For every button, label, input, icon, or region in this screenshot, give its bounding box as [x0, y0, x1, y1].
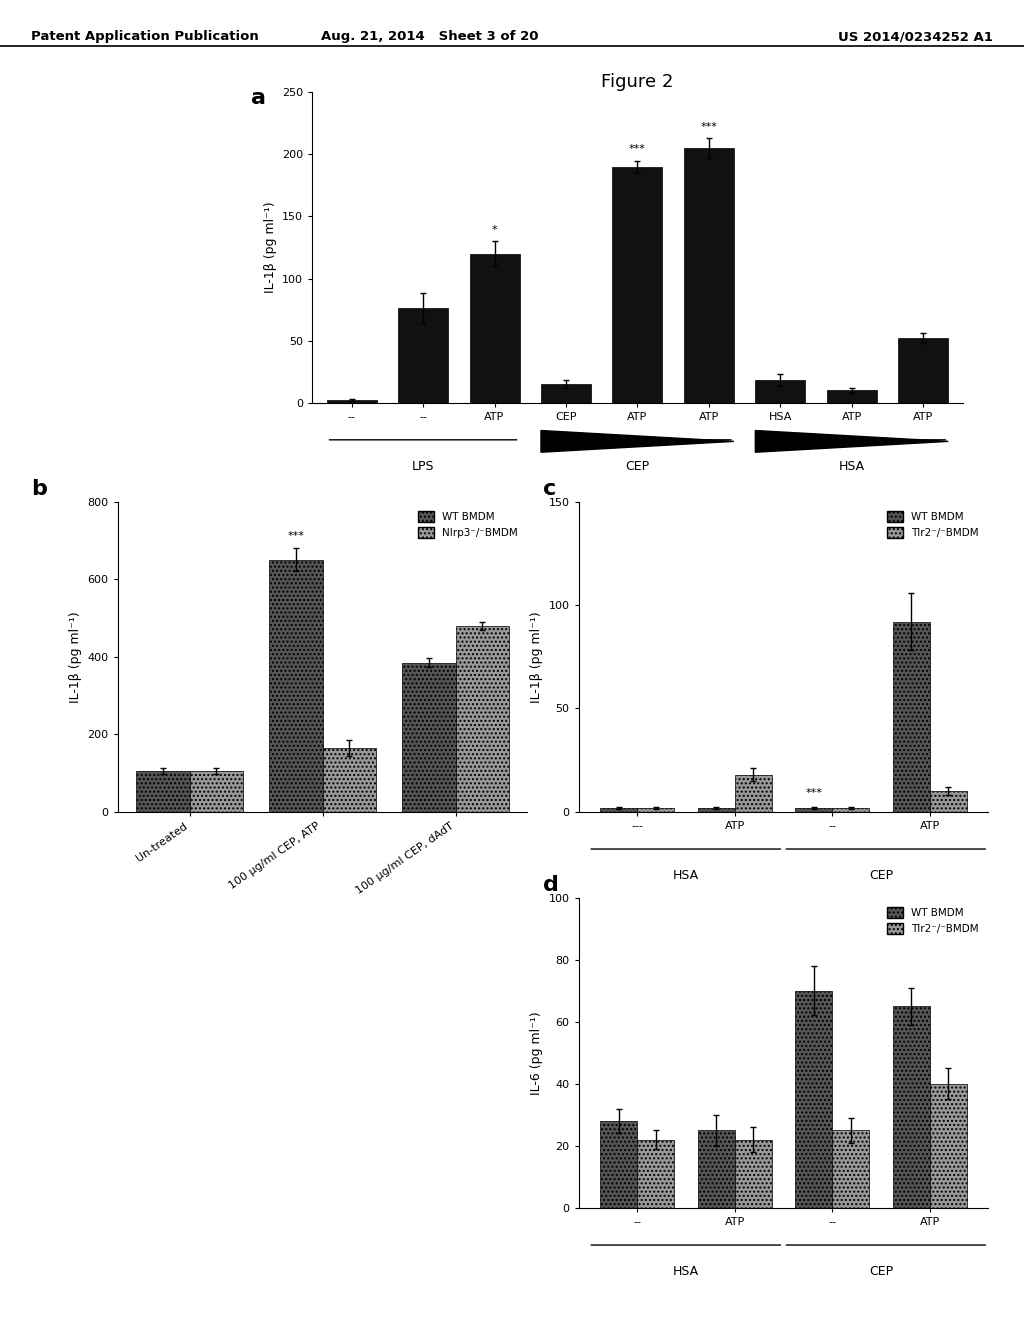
Bar	[637, 808, 674, 812]
Bar	[826, 391, 877, 403]
Text: ***: ***	[288, 531, 304, 541]
Text: d: d	[543, 875, 559, 895]
Y-axis label: IL-1β (pg ml⁻¹): IL-1β (pg ml⁻¹)	[263, 202, 276, 293]
Polygon shape	[541, 430, 734, 453]
Bar	[612, 166, 663, 403]
Bar	[470, 253, 519, 403]
Bar	[697, 808, 734, 812]
Text: CEP: CEP	[626, 459, 649, 473]
Text: *: *	[492, 226, 498, 235]
Text: ***: ***	[805, 788, 822, 799]
Bar	[136, 771, 189, 812]
Bar	[795, 808, 833, 812]
Legend: WT BMDM, Nlrp3⁻/⁻BMDM: WT BMDM, Nlrp3⁻/⁻BMDM	[414, 507, 522, 543]
Legend: WT BMDM, Tlr2⁻/⁻BMDM: WT BMDM, Tlr2⁻/⁻BMDM	[883, 507, 983, 543]
Text: HSA: HSA	[839, 459, 865, 473]
Bar	[795, 990, 833, 1208]
Text: LPS: LPS	[412, 459, 434, 473]
Text: c: c	[543, 479, 556, 499]
Text: HSA: HSA	[673, 869, 699, 882]
Bar	[930, 1084, 967, 1208]
Y-axis label: IL-1β (pg ml⁻¹): IL-1β (pg ml⁻¹)	[69, 611, 82, 702]
Bar	[684, 148, 734, 403]
Text: a: a	[251, 88, 266, 108]
Title: Figure 2: Figure 2	[601, 73, 674, 91]
Bar	[456, 626, 509, 812]
Text: ***: ***	[629, 144, 646, 154]
Bar	[189, 771, 243, 812]
Text: Aug. 21, 2014   Sheet 3 of 20: Aug. 21, 2014 Sheet 3 of 20	[322, 30, 539, 44]
Text: Patent Application Publication: Patent Application Publication	[31, 30, 258, 44]
Bar	[269, 560, 323, 812]
Bar	[637, 1139, 674, 1208]
Bar	[734, 775, 772, 812]
Bar	[398, 309, 449, 403]
Bar	[756, 380, 805, 403]
Text: US 2014/0234252 A1: US 2014/0234252 A1	[839, 30, 993, 44]
Y-axis label: IL-1β (pg ml⁻¹): IL-1β (pg ml⁻¹)	[530, 611, 543, 702]
Bar	[898, 338, 948, 403]
Text: CEP: CEP	[868, 1265, 893, 1278]
Bar	[930, 791, 967, 812]
Text: b: b	[31, 479, 47, 499]
Text: ***: ***	[700, 123, 718, 132]
Bar	[600, 808, 637, 812]
Text: HSA: HSA	[673, 1265, 699, 1278]
Y-axis label: IL-6 (pg ml⁻¹): IL-6 (pg ml⁻¹)	[530, 1011, 543, 1094]
Bar	[893, 1006, 930, 1208]
Bar	[327, 400, 377, 403]
Bar	[734, 1139, 772, 1208]
Bar	[697, 1130, 734, 1208]
Bar	[323, 748, 376, 812]
Bar	[600, 1121, 637, 1208]
Bar	[833, 808, 869, 812]
Polygon shape	[756, 430, 948, 453]
Bar	[402, 663, 456, 812]
Legend: WT BMDM, Tlr2⁻/⁻BMDM: WT BMDM, Tlr2⁻/⁻BMDM	[883, 903, 983, 939]
Bar	[893, 622, 930, 812]
Bar	[541, 384, 591, 403]
Text: CEP: CEP	[868, 869, 893, 882]
Bar	[833, 1130, 869, 1208]
